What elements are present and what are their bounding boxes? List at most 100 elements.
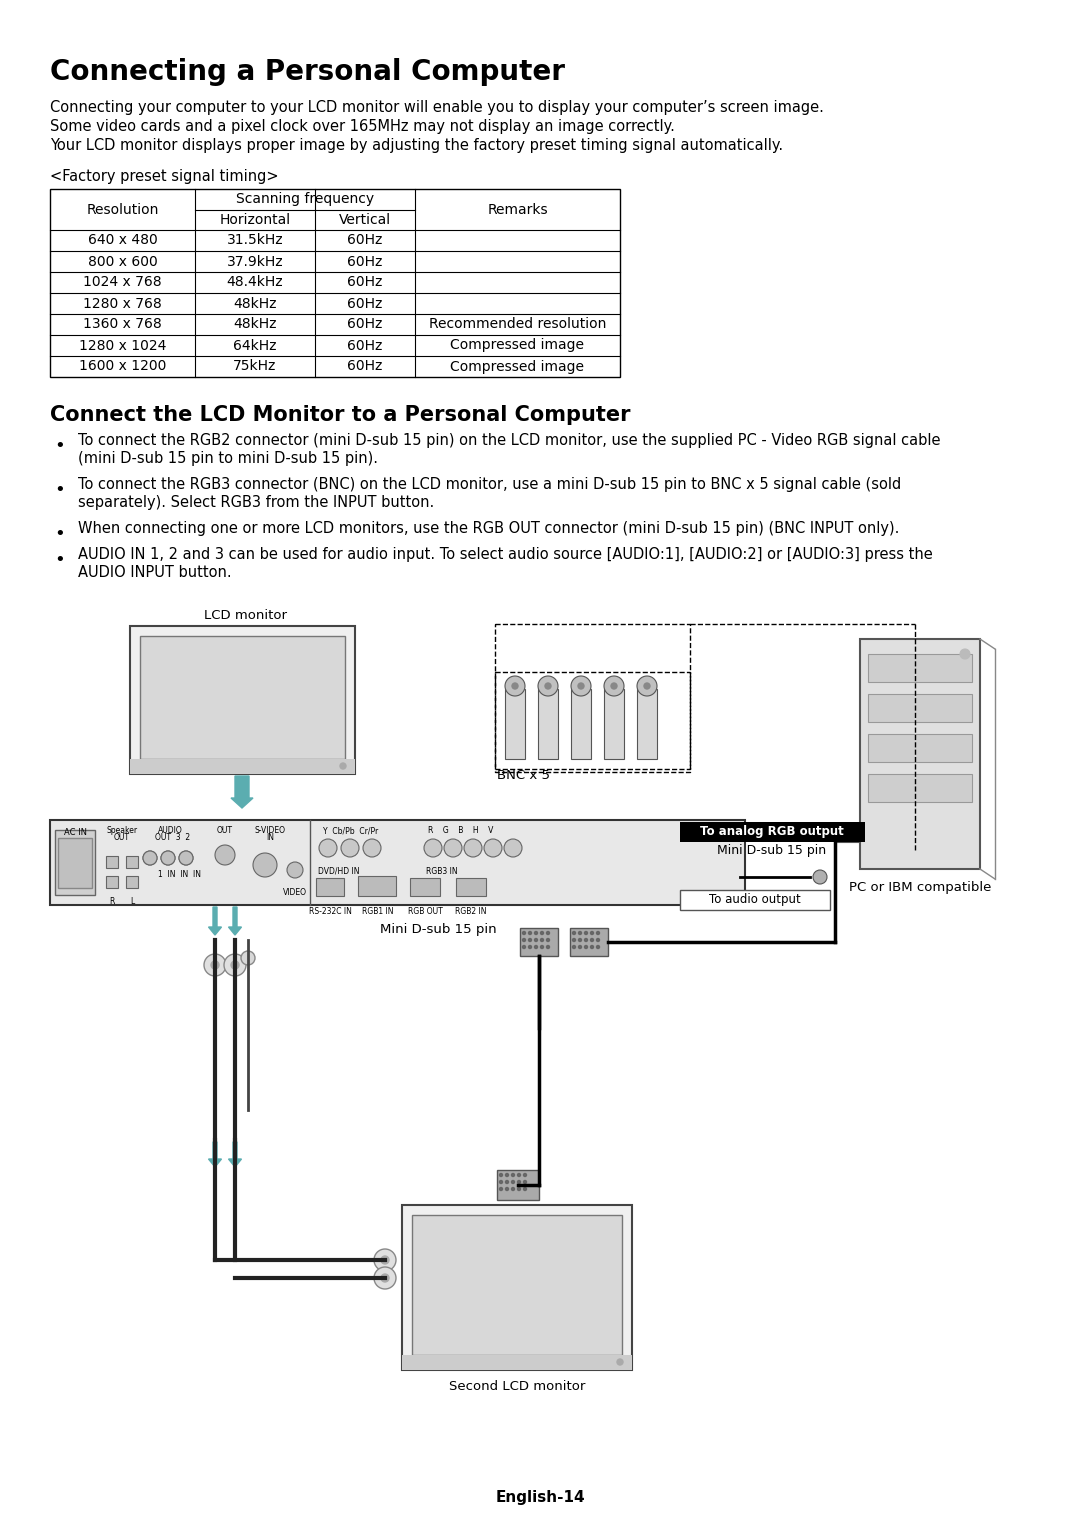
Bar: [456, 879, 486, 895]
Text: Your LCD monitor displays proper image by adjusting the factory preset timing si: Your LCD monitor displays proper image b…: [50, 138, 783, 153]
Circle shape: [484, 839, 502, 857]
Text: 1600 x 1200: 1600 x 1200: [79, 359, 166, 373]
Circle shape: [512, 1187, 514, 1190]
Text: AUDIO INPUT button.: AUDIO INPUT button.: [78, 565, 231, 581]
Bar: [140, 636, 345, 759]
Text: To audio output: To audio output: [710, 894, 801, 906]
Bar: [570, 927, 608, 957]
Circle shape: [579, 938, 581, 941]
Circle shape: [617, 1358, 623, 1365]
Text: OUT: OUT: [114, 833, 130, 842]
Circle shape: [505, 1187, 509, 1190]
Text: 48.4kHz: 48.4kHz: [227, 275, 283, 289]
Bar: [505, 689, 525, 759]
Circle shape: [584, 932, 588, 935]
Circle shape: [644, 683, 650, 689]
Circle shape: [540, 932, 543, 935]
Circle shape: [535, 946, 538, 949]
Circle shape: [523, 938, 526, 941]
Text: Connect the LCD Monitor to a Personal Computer: Connect the LCD Monitor to a Personal Co…: [50, 405, 631, 425]
Text: L: L: [130, 897, 134, 906]
Text: Vertical: Vertical: [339, 212, 391, 228]
Circle shape: [572, 932, 576, 935]
Text: AC IN: AC IN: [64, 828, 86, 837]
Text: Horizontal: Horizontal: [219, 212, 291, 228]
Text: R    G    B    H    V: R G B H V: [428, 827, 494, 834]
Text: Second LCD monitor: Second LCD monitor: [449, 1380, 585, 1394]
Text: VIDEO: VIDEO: [283, 888, 307, 897]
Circle shape: [637, 675, 657, 695]
Circle shape: [611, 683, 617, 689]
Circle shape: [517, 1174, 521, 1177]
Circle shape: [143, 851, 157, 865]
Circle shape: [596, 932, 599, 935]
Circle shape: [572, 946, 576, 949]
Text: S-VIDEO: S-VIDEO: [255, 827, 285, 834]
Text: Remarks: Remarks: [487, 203, 548, 217]
Circle shape: [524, 1187, 527, 1190]
Circle shape: [204, 953, 226, 976]
Text: RGB OUT: RGB OUT: [407, 908, 443, 915]
Circle shape: [604, 675, 624, 695]
Bar: [58, 837, 92, 888]
Circle shape: [523, 946, 526, 949]
Circle shape: [241, 950, 255, 966]
Circle shape: [535, 938, 538, 941]
Circle shape: [523, 932, 526, 935]
Bar: [130, 759, 355, 775]
Bar: [497, 1170, 539, 1199]
Circle shape: [535, 932, 538, 935]
Text: 37.9kHz: 37.9kHz: [227, 255, 283, 269]
Text: OUT  3  2: OUT 3 2: [156, 833, 190, 842]
Text: Mini D-sub 15 pin: Mini D-sub 15 pin: [380, 923, 497, 937]
Text: 1280 x 1024: 1280 x 1024: [79, 339, 166, 353]
Circle shape: [319, 839, 337, 857]
Circle shape: [161, 851, 175, 865]
Text: R: R: [109, 897, 114, 906]
Text: Compressed image: Compressed image: [450, 359, 584, 373]
Text: RS-232C IN: RS-232C IN: [309, 908, 351, 915]
Text: Resolution: Resolution: [86, 203, 159, 217]
Circle shape: [546, 938, 550, 941]
Text: 60Hz: 60Hz: [348, 318, 382, 332]
Bar: [495, 672, 690, 772]
Circle shape: [253, 853, 276, 877]
Bar: [106, 856, 118, 868]
Bar: [637, 689, 657, 759]
Bar: [495, 623, 690, 769]
Circle shape: [540, 938, 543, 941]
Circle shape: [579, 946, 581, 949]
Circle shape: [504, 839, 522, 857]
Bar: [604, 689, 624, 759]
Circle shape: [505, 1174, 509, 1177]
Text: PC or IBM compatible: PC or IBM compatible: [849, 882, 991, 894]
Text: To analog RGB output: To analog RGB output: [700, 825, 843, 839]
Circle shape: [528, 938, 531, 941]
Text: 640 x 480: 640 x 480: [87, 234, 158, 248]
Circle shape: [224, 953, 246, 976]
Circle shape: [512, 683, 518, 689]
Text: 60Hz: 60Hz: [348, 255, 382, 269]
Circle shape: [499, 1174, 502, 1177]
Text: 60Hz: 60Hz: [348, 275, 382, 289]
Bar: [126, 856, 138, 868]
Circle shape: [517, 1187, 521, 1190]
Bar: [519, 927, 558, 957]
Text: RGB2 IN: RGB2 IN: [456, 908, 487, 915]
Circle shape: [524, 1174, 527, 1177]
Circle shape: [287, 862, 303, 879]
Circle shape: [179, 851, 193, 865]
Circle shape: [341, 839, 359, 857]
Circle shape: [215, 845, 235, 865]
Circle shape: [960, 649, 970, 659]
Circle shape: [374, 1248, 396, 1271]
Bar: [411, 1215, 622, 1355]
Circle shape: [546, 932, 550, 935]
Text: OUT: OUT: [217, 827, 233, 834]
Bar: [868, 694, 972, 723]
Text: 60Hz: 60Hz: [348, 359, 382, 373]
FancyArrow shape: [229, 908, 242, 935]
Bar: [410, 879, 440, 895]
FancyArrow shape: [231, 776, 253, 808]
Text: Some video cards and a pixel clock over 165MHz may not display an image correctl: Some video cards and a pixel clock over …: [50, 119, 675, 134]
